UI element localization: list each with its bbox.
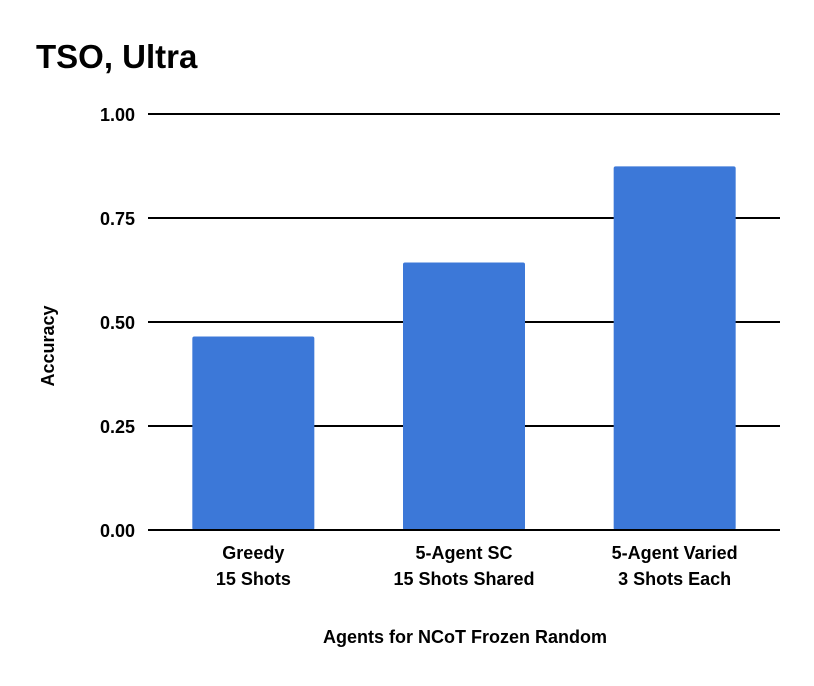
- x-axis-label: Agents for NCoT Frozen Random: [323, 627, 607, 647]
- bars: [148, 166, 780, 531]
- bar: [403, 262, 525, 530]
- y-tick-label: 0.25: [100, 417, 135, 437]
- x-category-label-line: 15 Shots Shared: [393, 569, 534, 589]
- x-category-label: 5-Agent Varied 3 Shots Each: [612, 543, 738, 589]
- y-tick-label: 0.50: [100, 313, 135, 333]
- x-category-label-line: Greedy: [222, 543, 284, 563]
- x-category-label-line: 3 Shots Each: [618, 569, 731, 589]
- bar: [613, 166, 736, 530]
- y-tick-label: 0.00: [100, 521, 135, 541]
- x-category-label: Greedy 15 Shots: [216, 543, 291, 589]
- y-axis-label: Accuracy: [38, 305, 58, 386]
- y-axis-ticks: 0.00 0.25 0.50 0.75 1.00: [100, 105, 135, 541]
- bar: [192, 336, 315, 530]
- y-tick-label: 1.00: [100, 105, 135, 125]
- x-category-label-line: 15 Shots: [216, 569, 291, 589]
- x-category-label: 5-Agent SC 15 Shots Shared: [393, 543, 534, 589]
- x-category-label-line: 5-Agent Varied: [612, 543, 738, 563]
- x-category-label-line: 5-Agent SC: [415, 543, 512, 563]
- chart-title: TSO, Ultra: [36, 38, 198, 75]
- y-tick-label: 0.75: [100, 209, 135, 229]
